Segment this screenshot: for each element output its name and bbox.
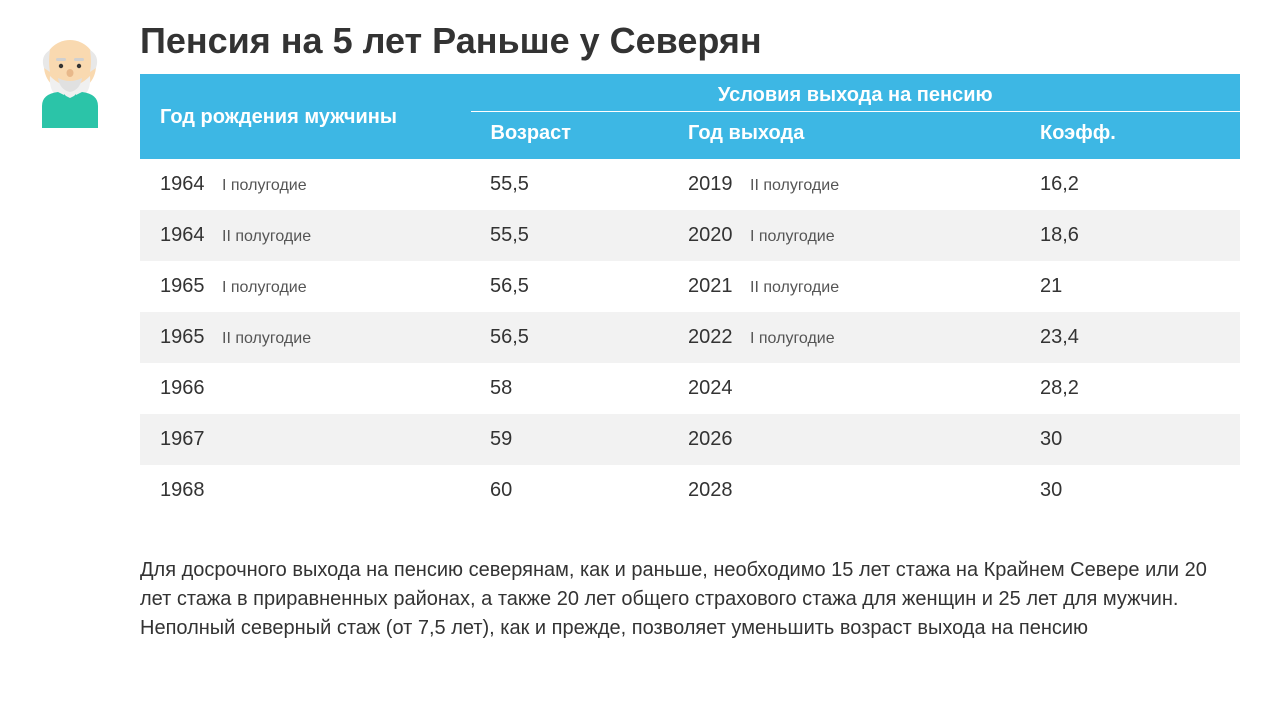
cell-exit-year: 2024 <box>668 363 1020 414</box>
cell-exit-year: 2022I полугодие <box>668 312 1020 363</box>
cell-exit-year: 2020I полугодие <box>668 210 1020 261</box>
cell-exit-year: 2019II полугодие <box>668 159 1020 210</box>
cell-coef: 16,2 <box>1020 159 1240 210</box>
cell-birth-year: 1966 <box>140 363 470 414</box>
footer-note: Для досрочного выхода на пенсию северяна… <box>140 556 1220 643</box>
cell-exit-year: 2021II полугодие <box>668 261 1020 312</box>
cell-birth-year: 1964II полугодие <box>140 210 470 261</box>
cell-age: 56,5 <box>470 261 668 312</box>
table-row: 1965II полугодие56,52022I полугодие23,4 <box>140 312 1240 363</box>
pension-table: Год рождения мужчины Условия выхода на п… <box>140 74 1240 516</box>
cell-birth-year: 1964I полугодие <box>140 159 470 210</box>
cell-birth-year: 1965II полугодие <box>140 312 470 363</box>
cell-coef: 30 <box>1020 414 1240 465</box>
table-row: 196658202428,2 <box>140 363 1240 414</box>
cell-coef: 30 <box>1020 465 1240 516</box>
col-header-exit-year: Год выхода <box>668 112 1020 160</box>
cell-age: 60 <box>470 465 668 516</box>
cell-exit-year: 2026 <box>668 414 1020 465</box>
table-row: 196759202630 <box>140 414 1240 465</box>
cell-age: 56,5 <box>470 312 668 363</box>
col-header-coef: Коэфф. <box>1020 112 1240 160</box>
cell-age: 59 <box>470 414 668 465</box>
cell-coef: 28,2 <box>1020 363 1240 414</box>
table-row: 1964I полугодие55,52019II полугодие16,2 <box>140 159 1240 210</box>
col-header-birth-year: Год рождения мужчины <box>140 74 470 159</box>
col-header-age: Возраст <box>470 112 668 160</box>
cell-coef: 21 <box>1020 261 1240 312</box>
elderly-man-icon <box>20 28 120 128</box>
cell-age: 58 <box>470 363 668 414</box>
table-row: 1964II полугодие55,52020I полугодие18,6 <box>140 210 1240 261</box>
cell-birth-year: 1965I полугодие <box>140 261 470 312</box>
cell-age: 55,5 <box>470 159 668 210</box>
cell-birth-year: 1968 <box>140 465 470 516</box>
cell-birth-year: 1967 <box>140 414 470 465</box>
cell-coef: 18,6 <box>1020 210 1240 261</box>
table-row: 1965I полугодие56,52021II полугодие21 <box>140 261 1240 312</box>
col-header-conditions: Условия выхода на пенсию <box>470 74 1240 112</box>
cell-exit-year: 2028 <box>668 465 1020 516</box>
table-row: 196860202830 <box>140 465 1240 516</box>
page-title: Пенсия на 5 лет Раньше у Северян <box>140 20 1240 62</box>
cell-age: 55,5 <box>470 210 668 261</box>
cell-coef: 23,4 <box>1020 312 1240 363</box>
